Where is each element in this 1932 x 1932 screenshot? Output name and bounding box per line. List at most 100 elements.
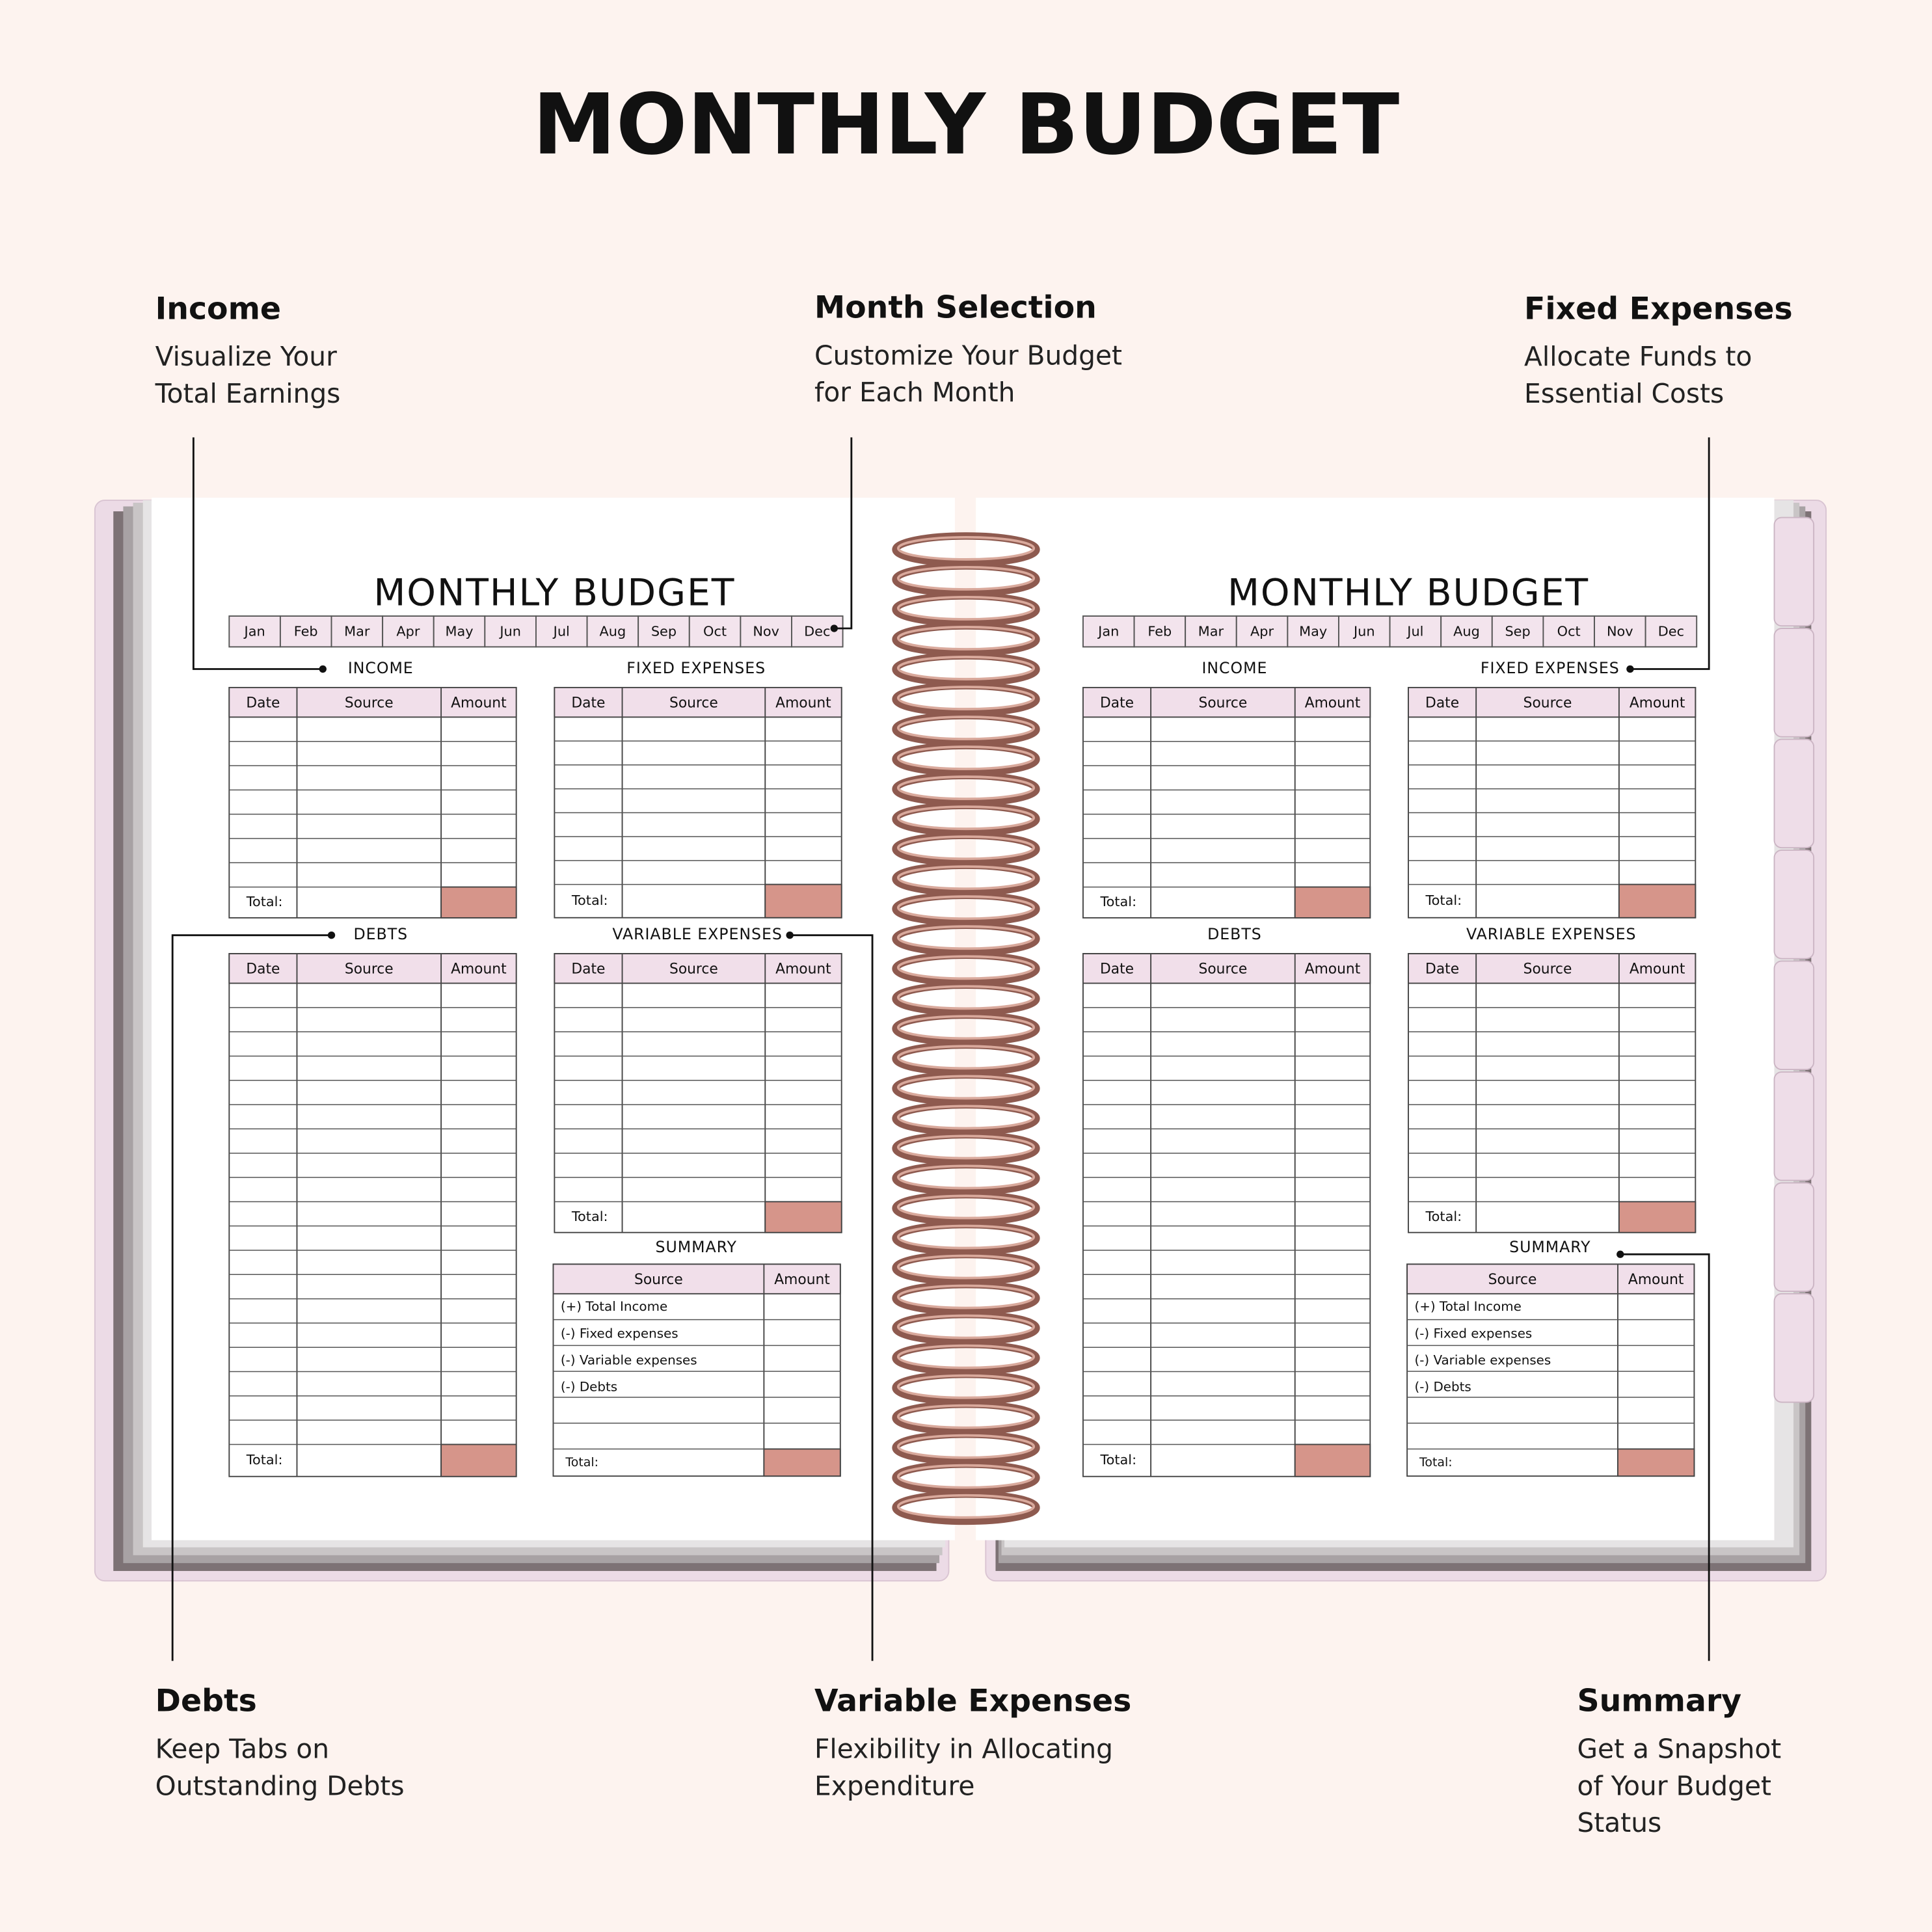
tab: [1773, 1182, 1815, 1292]
ring-highlight: [896, 1284, 1036, 1309]
column-header: Amount: [1630, 961, 1685, 978]
section-heading: SUMMARY: [1509, 1238, 1590, 1256]
month-label: Aug: [1453, 624, 1480, 639]
ring-highlight: [896, 1105, 1036, 1130]
table-frame: [1406, 1263, 1695, 1477]
callout-text: Status: [1577, 1807, 1661, 1838]
month-label: Jun: [1352, 624, 1375, 639]
column-header: Amount: [1305, 961, 1361, 978]
callout-line: [171, 934, 332, 1661]
section-heading: INCOME: [1201, 659, 1267, 677]
month-label: Dec: [1658, 624, 1684, 639]
total-cell: [1618, 883, 1697, 919]
column-header: Amount: [1630, 695, 1685, 712]
total-label: Total:: [571, 892, 608, 908]
summary-row: (-) Variable expenses: [1414, 1352, 1551, 1367]
ring-highlight: [896, 775, 1036, 801]
ring-highlight: [896, 1134, 1036, 1160]
total-label: Total:: [1099, 894, 1136, 909]
total-cell: [1618, 1201, 1697, 1233]
month-label: Mar: [344, 624, 370, 639]
column-header: Source: [1199, 961, 1248, 978]
callout-text: of Your Budget: [1577, 1770, 1771, 1801]
ring-highlight: [896, 656, 1036, 680]
column-header: Amount: [775, 961, 831, 978]
column-header: Date: [246, 961, 280, 978]
tab: [1773, 1293, 1815, 1403]
table-frame: [554, 953, 842, 1233]
ring-highlight: [896, 1404, 1036, 1429]
month-label: Dec: [804, 624, 830, 639]
ring-highlight: [896, 1224, 1036, 1250]
callout-dot: [319, 665, 327, 673]
ring-highlight: [896, 925, 1036, 950]
month-label: Aug: [600, 624, 626, 639]
table-header: [228, 686, 517, 718]
column-header: Date: [571, 695, 605, 712]
column-header: Amount: [775, 695, 831, 712]
section-heading: INCOME: [348, 659, 414, 677]
ring-highlight: [896, 1314, 1036, 1339]
ring-highlight: [896, 535, 1036, 561]
column-header: Date: [1425, 695, 1459, 712]
ring-highlight: [896, 985, 1036, 1010]
month-cell: [1287, 615, 1339, 648]
page-title: MONTHLY BUDGET: [373, 571, 735, 614]
month-label: Apr: [396, 624, 420, 639]
ring-highlight: [896, 1254, 1036, 1280]
ring-highlight: [896, 895, 1036, 920]
callout-heading: Debts: [155, 1684, 257, 1719]
table-header: [1408, 953, 1697, 984]
month-label: Nov: [1607, 624, 1633, 639]
tab: [1773, 628, 1815, 738]
table-frame: [552, 1263, 841, 1477]
callout-text: Get a Snapshot: [1577, 1734, 1781, 1765]
total-label: Total:: [246, 894, 283, 909]
ring-highlight: [896, 716, 1036, 740]
ring-highlight: [896, 626, 1036, 651]
ring-highlight: [896, 805, 1036, 831]
ring-highlight: [896, 565, 1036, 591]
month-cell: [1644, 615, 1698, 648]
month-cell: [279, 615, 332, 648]
callout-dot: [327, 931, 336, 939]
ring-highlight: [896, 955, 1036, 980]
summary-row: (-) Fixed expenses: [561, 1326, 678, 1341]
column-header: Source: [345, 961, 394, 978]
month-label: Jan: [1097, 624, 1119, 639]
ring-highlight: [896, 835, 1036, 861]
total-cell: [1294, 886, 1371, 919]
section-heading: DEBTS: [1207, 925, 1262, 943]
ring-highlight: [896, 1374, 1036, 1399]
month-cell: [1235, 615, 1289, 648]
table-frame: [554, 686, 842, 919]
column-header: Source: [634, 1272, 683, 1288]
callout-line: [1620, 1253, 1710, 1661]
table-header: [1406, 1263, 1695, 1295]
table-frame: [1408, 953, 1697, 1233]
total-cell: [764, 883, 842, 919]
ring-highlight: [896, 1194, 1036, 1220]
ring-highlight: [896, 1164, 1036, 1190]
total-cell: [764, 1201, 842, 1233]
table-header: [1082, 953, 1371, 984]
month-label: Nov: [753, 624, 779, 639]
month-cell: [1338, 615, 1391, 648]
summary-row: (-) Debts: [561, 1379, 617, 1394]
table-frame: [1408, 686, 1697, 919]
table-header: [228, 953, 517, 984]
table-frame: [228, 686, 517, 919]
column-header: Date: [1425, 961, 1459, 978]
column-header: Amount: [774, 1272, 830, 1288]
column-header: Amount: [1305, 695, 1361, 712]
column-header: Amount: [451, 695, 507, 712]
ring-highlight: [896, 1075, 1036, 1100]
column-header: Source: [669, 961, 718, 978]
month-label: Apr: [1250, 624, 1274, 639]
callout-text: Total Earnings: [155, 378, 341, 409]
column-header: Source: [1523, 961, 1572, 978]
callout-line: [790, 934, 874, 1661]
month-cell: [1594, 615, 1646, 648]
